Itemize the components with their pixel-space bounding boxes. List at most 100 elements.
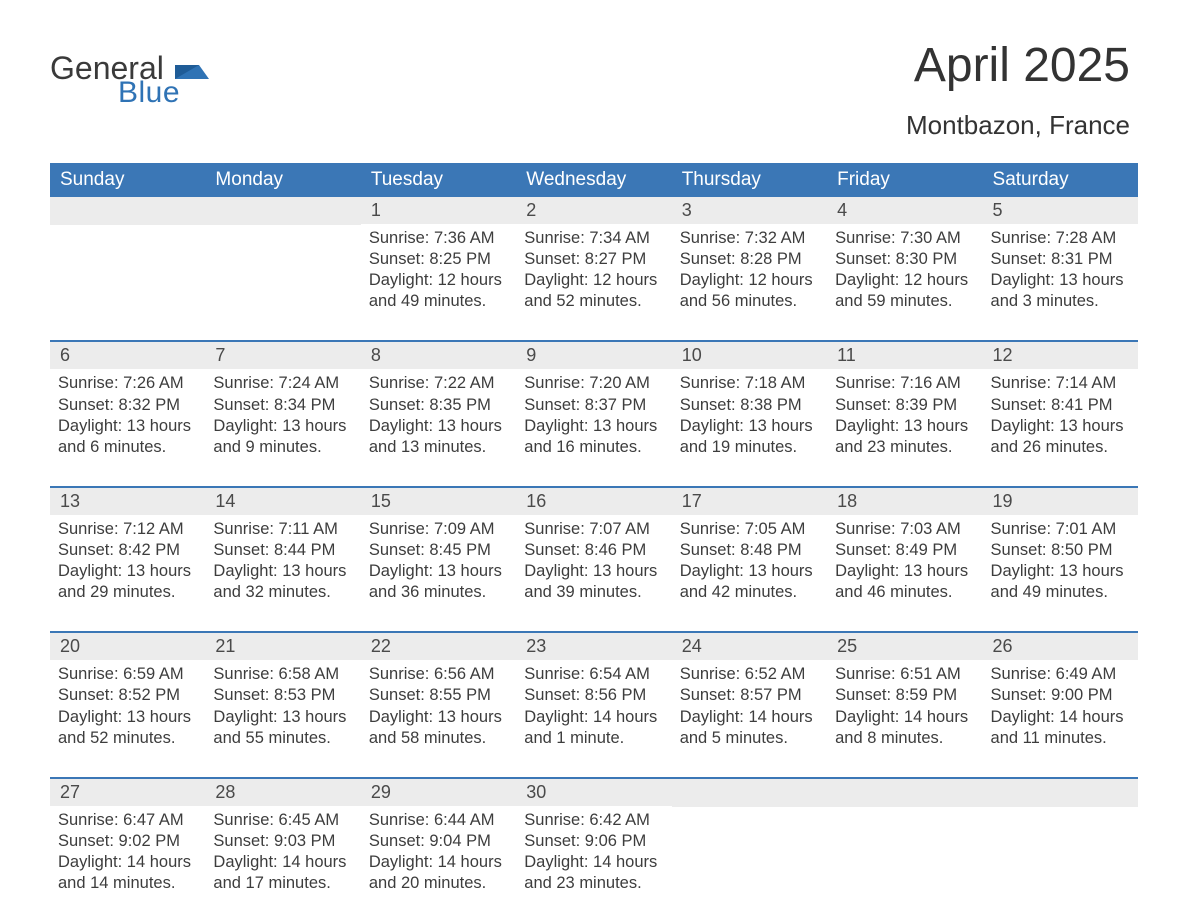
daylight-text: Daylight: 13 hours [991,416,1130,437]
day-info: Sunrise: 6:45 AMSunset: 9:03 PMDaylight:… [205,806,360,894]
day-number: 14 [205,488,360,515]
day-number: 22 [361,633,516,660]
day-number: 25 [827,633,982,660]
sunset-text: Sunset: 8:27 PM [524,249,663,270]
daylight-text: and 23 minutes. [835,437,974,458]
day-info: Sunrise: 6:42 AMSunset: 9:06 PMDaylight:… [516,806,671,894]
day-info: Sunrise: 7:01 AMSunset: 8:50 PMDaylight:… [983,515,1138,603]
sunrise-text: Sunrise: 7:20 AM [524,373,663,394]
daylight-text: Daylight: 14 hours [680,707,819,728]
day-info: Sunrise: 6:49 AMSunset: 9:00 PMDaylight:… [983,660,1138,748]
sunrise-text: Sunrise: 7:14 AM [991,373,1130,394]
weekday-header: Sunday [50,163,205,197]
day-number: 26 [983,633,1138,660]
daylight-text: Daylight: 13 hours [58,707,197,728]
daylight-text: Daylight: 12 hours [835,270,974,291]
daylight-text: and 8 minutes. [835,728,974,749]
sunrise-text: Sunrise: 7:01 AM [991,519,1130,540]
day-info: Sunrise: 7:07 AMSunset: 8:46 PMDaylight:… [516,515,671,603]
daylight-text: Daylight: 13 hours [991,561,1130,582]
day-number: 12 [983,342,1138,369]
daylight-text: and 16 minutes. [524,437,663,458]
day-number: 2 [516,197,671,224]
calendar-day-cell: 7Sunrise: 7:24 AMSunset: 8:34 PMDaylight… [205,341,360,486]
sunrise-text: Sunrise: 7:18 AM [680,373,819,394]
brand-logo: General Blue [50,52,209,108]
day-number: 27 [50,779,205,806]
day-number [983,779,1138,807]
daylight-text: Daylight: 13 hours [213,561,352,582]
day-number [50,197,205,225]
sunrise-text: Sunrise: 6:59 AM [58,664,197,685]
day-info: Sunrise: 7:30 AMSunset: 8:30 PMDaylight:… [827,224,982,312]
calendar-page: General Blue April 2025 Montbazon, Franc… [0,0,1188,918]
sunset-text: Sunset: 9:03 PM [213,831,352,852]
day-number: 4 [827,197,982,224]
day-number: 17 [672,488,827,515]
sunrise-text: Sunrise: 7:30 AM [835,228,974,249]
calendar-day-cell: 11Sunrise: 7:16 AMSunset: 8:39 PMDayligh… [827,341,982,486]
calendar-day-cell: 18Sunrise: 7:03 AMSunset: 8:49 PMDayligh… [827,487,982,632]
sunrise-text: Sunrise: 6:56 AM [369,664,508,685]
day-info: Sunrise: 7:05 AMSunset: 8:48 PMDaylight:… [672,515,827,603]
calendar-empty-cell [205,197,360,341]
daylight-text: and 23 minutes. [524,873,663,894]
day-info: Sunrise: 7:12 AMSunset: 8:42 PMDaylight:… [50,515,205,603]
weekday-header: Thursday [672,163,827,197]
day-info: Sunrise: 7:26 AMSunset: 8:32 PMDaylight:… [50,369,205,457]
sunset-text: Sunset: 9:06 PM [524,831,663,852]
daylight-text: Daylight: 13 hours [213,416,352,437]
calendar-day-cell: 21Sunrise: 6:58 AMSunset: 8:53 PMDayligh… [205,632,360,777]
day-info: Sunrise: 6:51 AMSunset: 8:59 PMDaylight:… [827,660,982,748]
daylight-text: Daylight: 14 hours [991,707,1130,728]
sunset-text: Sunset: 8:42 PM [58,540,197,561]
daylight-text: Daylight: 13 hours [835,561,974,582]
day-number: 6 [50,342,205,369]
sunset-text: Sunset: 9:04 PM [369,831,508,852]
day-info: Sunrise: 6:58 AMSunset: 8:53 PMDaylight:… [205,660,360,748]
weekday-header: Saturday [983,163,1138,197]
sunset-text: Sunset: 8:32 PM [58,395,197,416]
daylight-text: Daylight: 14 hours [524,852,663,873]
day-info: Sunrise: 7:28 AMSunset: 8:31 PMDaylight:… [983,224,1138,312]
day-number: 21 [205,633,360,660]
day-info: Sunrise: 7:16 AMSunset: 8:39 PMDaylight:… [827,369,982,457]
day-info: Sunrise: 7:20 AMSunset: 8:37 PMDaylight:… [516,369,671,457]
sunset-text: Sunset: 8:44 PM [213,540,352,561]
calendar-day-cell: 20Sunrise: 6:59 AMSunset: 8:52 PMDayligh… [50,632,205,777]
daylight-text: Daylight: 13 hours [369,561,508,582]
sunrise-text: Sunrise: 6:45 AM [213,810,352,831]
day-info: Sunrise: 7:24 AMSunset: 8:34 PMDaylight:… [205,369,360,457]
daylight-text: Daylight: 13 hours [524,416,663,437]
calendar-day-cell: 24Sunrise: 6:52 AMSunset: 8:57 PMDayligh… [672,632,827,777]
day-number [672,779,827,807]
daylight-text: and 32 minutes. [213,582,352,603]
sunrise-text: Sunrise: 7:12 AM [58,519,197,540]
calendar-day-cell: 15Sunrise: 7:09 AMSunset: 8:45 PMDayligh… [361,487,516,632]
sunrise-text: Sunrise: 6:58 AM [213,664,352,685]
sunset-text: Sunset: 8:25 PM [369,249,508,270]
daylight-text: and 6 minutes. [58,437,197,458]
calendar-day-cell: 5Sunrise: 7:28 AMSunset: 8:31 PMDaylight… [983,197,1138,341]
calendar-day-cell: 3Sunrise: 7:32 AMSunset: 8:28 PMDaylight… [672,197,827,341]
calendar-day-cell: 16Sunrise: 7:07 AMSunset: 8:46 PMDayligh… [516,487,671,632]
weekday-header: Friday [827,163,982,197]
sunrise-text: Sunrise: 6:44 AM [369,810,508,831]
location-label: Montbazon, France [906,110,1130,141]
day-number: 13 [50,488,205,515]
calendar-day-cell: 6Sunrise: 7:26 AMSunset: 8:32 PMDaylight… [50,341,205,486]
day-number: 19 [983,488,1138,515]
calendar-empty-cell [827,778,982,922]
daylight-text: Daylight: 14 hours [835,707,974,728]
day-number: 10 [672,342,827,369]
calendar-day-cell: 19Sunrise: 7:01 AMSunset: 8:50 PMDayligh… [983,487,1138,632]
calendar-week-row: 27Sunrise: 6:47 AMSunset: 9:02 PMDayligh… [50,778,1138,922]
calendar-day-cell: 13Sunrise: 7:12 AMSunset: 8:42 PMDayligh… [50,487,205,632]
calendar-header-row: SundayMondayTuesdayWednesdayThursdayFrid… [50,163,1138,197]
day-number: 1 [361,197,516,224]
sunrise-text: Sunrise: 7:03 AM [835,519,974,540]
day-number: 15 [361,488,516,515]
calendar-day-cell: 22Sunrise: 6:56 AMSunset: 8:55 PMDayligh… [361,632,516,777]
daylight-text: and 55 minutes. [213,728,352,749]
calendar-empty-cell [983,778,1138,922]
